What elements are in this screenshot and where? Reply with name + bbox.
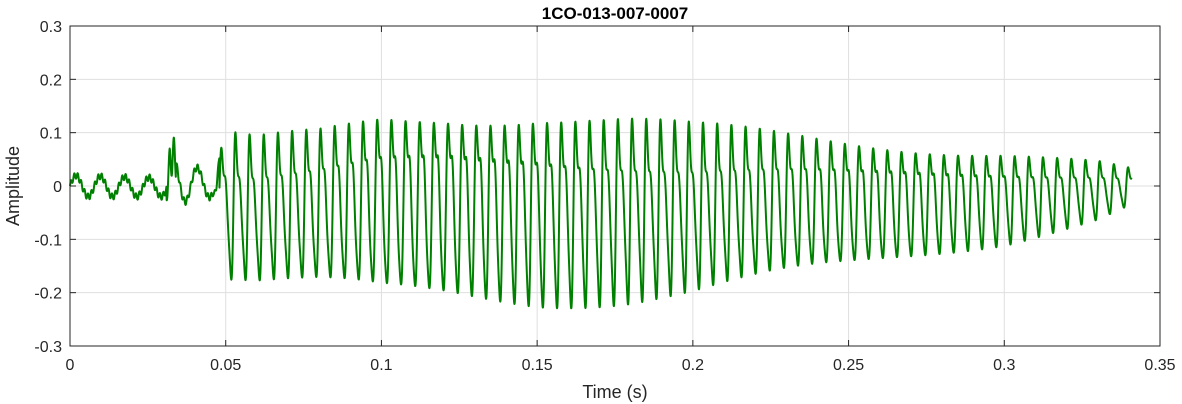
y-tick-label: -0.2 <box>34 286 62 303</box>
y-tick-labels: -0.3 -0.2 -0.1 0 0.1 0.2 0.3 <box>34 19 62 356</box>
x-tick-labels: 0 0.05 0.1 0.15 0.2 0.25 0.3 0.35 <box>66 357 1176 374</box>
grid-lines <box>69 25 1161 347</box>
x-tick-label: 0.25 <box>833 357 864 374</box>
series-layer <box>69 117 1133 310</box>
x-tick-label: 0.15 <box>522 357 553 374</box>
x-tick-label: 0.2 <box>682 357 704 374</box>
y-tick-label: 0 <box>53 179 62 196</box>
chart-title: 1CO-013-007-0007 <box>542 4 688 23</box>
series-line <box>69 117 1133 310</box>
y-tick-label: 0.3 <box>40 19 62 36</box>
y-tick-label: -0.1 <box>34 232 62 249</box>
x-tick-label: 0.35 <box>1144 357 1175 374</box>
y-axis-label: Amplitude <box>3 146 23 226</box>
x-tick-label: 0.3 <box>993 357 1015 374</box>
x-axis-label: Time (s) <box>582 382 647 402</box>
y-tick-label: 0.2 <box>40 72 62 89</box>
x-tick-label: 0.1 <box>370 357 392 374</box>
tick-marks <box>69 25 1161 347</box>
y-tick-label: 0.1 <box>40 126 62 143</box>
y-tick-label: -0.3 <box>34 339 62 356</box>
x-tick-label: 0.05 <box>210 357 241 374</box>
x-tick-label: 0 <box>66 357 75 374</box>
